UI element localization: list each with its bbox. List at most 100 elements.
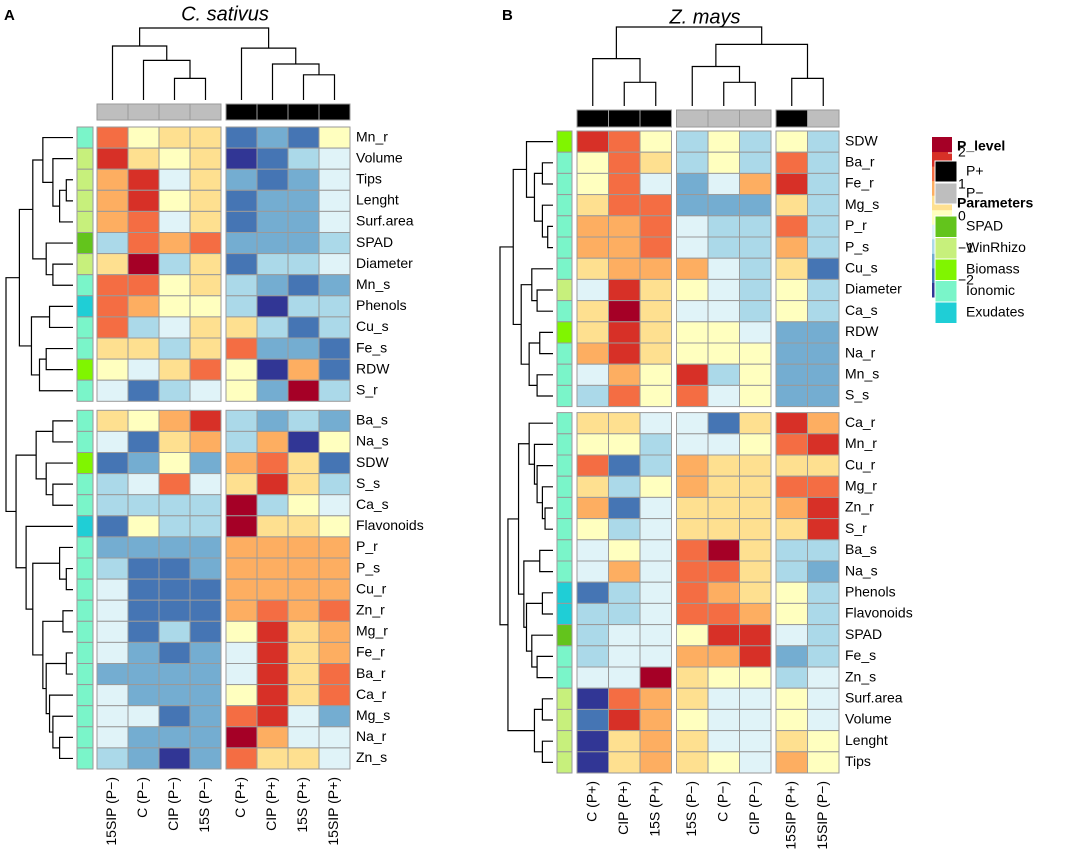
heatmap-cell <box>287 726 320 749</box>
row-label: Surf.area <box>356 213 414 229</box>
heatmap-cell <box>707 342 740 365</box>
heatmap-cell <box>639 321 672 344</box>
row-label: Fe_r <box>845 175 874 191</box>
row-label: Ca_s <box>845 302 878 318</box>
heatmap-cell <box>639 730 672 753</box>
row-label: Zn_r <box>845 499 874 515</box>
row-annotation <box>556 645 573 668</box>
heatmap-cell <box>807 475 840 498</box>
heatmap-cell <box>158 316 191 339</box>
row-annotation <box>556 433 573 456</box>
heatmap-cell <box>287 210 320 233</box>
heatmap-cell <box>256 536 289 559</box>
heatmap-cell <box>639 412 672 435</box>
heatmap-cell <box>639 433 672 456</box>
row-annotation <box>76 747 94 770</box>
heatmap-cell <box>127 430 160 453</box>
heatmap-cell <box>739 539 772 562</box>
row-label: SPAD <box>845 626 882 642</box>
heatmap-cell <box>576 687 609 710</box>
row-label: Lenght <box>845 732 888 748</box>
heatmap-cell <box>287 494 320 517</box>
row-annotation <box>76 295 94 318</box>
heatmap-cell <box>707 730 740 753</box>
heatmap-cell <box>127 210 160 233</box>
heatmap-cell <box>707 215 740 238</box>
row-annotation <box>76 557 94 580</box>
heatmap-cell <box>318 409 351 432</box>
heatmap-cell <box>608 581 641 604</box>
row-label: Zn_r <box>356 601 385 617</box>
row-label: Mn_s <box>845 366 879 382</box>
heatmap-cell <box>96 536 129 559</box>
heatmap-cell <box>256 663 289 686</box>
heatmap-cell <box>225 430 258 453</box>
heatmap-cell <box>318 536 351 559</box>
heatmap-cell <box>287 126 320 149</box>
heatmap-cell <box>256 726 289 749</box>
heatmap-cell <box>225 494 258 517</box>
heatmap-cell <box>676 384 709 408</box>
heatmap-cell <box>127 295 160 318</box>
column-annotation <box>639 109 672 128</box>
heatmap-cell <box>639 194 672 217</box>
row-label: Diameter <box>845 281 902 297</box>
heatmap-cell <box>318 599 351 622</box>
heatmap-cell <box>676 412 709 435</box>
heatmap-cell <box>676 751 709 774</box>
heatmap-cell <box>318 726 351 749</box>
row-label: P_r <box>845 217 867 233</box>
heatmap-cell <box>318 253 351 276</box>
heatmap-cell <box>158 295 191 318</box>
row-annotation <box>76 232 94 255</box>
legend-swatch <box>934 182 958 205</box>
row-label: Surf.area <box>845 690 903 706</box>
heatmap-cell <box>576 581 609 604</box>
heatmap-cell <box>256 473 289 496</box>
row-label: S_r <box>845 520 867 536</box>
heatmap-cell <box>807 363 840 386</box>
heatmap-cell <box>676 363 709 386</box>
row-annotation <box>556 708 573 732</box>
heatmap-cell <box>608 342 641 365</box>
heatmap-cell <box>158 705 191 728</box>
heatmap-cell <box>127 473 160 496</box>
column-annotation <box>96 103 129 121</box>
row-annotation <box>76 663 94 686</box>
heatmap-cell <box>608 645 641 668</box>
column-annotation <box>676 109 709 128</box>
row-label: Lenght <box>356 192 399 208</box>
heatmap-cell <box>189 210 222 233</box>
heatmap-cell <box>639 363 672 386</box>
heatmap-cell <box>256 274 289 297</box>
heatmap-cell <box>256 147 289 170</box>
heatmap-cell <box>256 379 289 402</box>
row-label: Ba_r <box>845 154 875 170</box>
heatmap-cell <box>127 494 160 517</box>
heatmap-cell <box>775 539 808 562</box>
heatmap-cell <box>158 515 191 538</box>
heatmap-cell <box>189 379 222 402</box>
row-label: Tips <box>356 170 382 186</box>
heatmap-cell <box>318 557 351 580</box>
row-annotation <box>76 337 94 360</box>
heatmap-cell <box>225 726 258 749</box>
heatmap-cell <box>256 189 289 212</box>
heatmap-cell <box>775 730 808 753</box>
row-annotation <box>76 379 94 402</box>
row-annotation <box>556 560 573 583</box>
heatmap-cell <box>287 452 320 475</box>
row-annotation <box>556 384 573 408</box>
row-label: Ba_s <box>356 412 388 428</box>
legend-label: Exudates <box>966 304 1024 320</box>
heatmap-cell <box>739 130 772 153</box>
heatmap-cell <box>158 747 191 770</box>
heatmap-cell <box>287 684 320 707</box>
heatmap-cell <box>707 412 740 435</box>
heatmap-cell <box>608 496 641 520</box>
heatmap-cell <box>807 321 840 344</box>
heatmap-cell <box>96 663 129 686</box>
heatmap-cell <box>608 172 641 196</box>
heatmap-cell <box>639 278 672 302</box>
row-annotation <box>556 581 573 604</box>
